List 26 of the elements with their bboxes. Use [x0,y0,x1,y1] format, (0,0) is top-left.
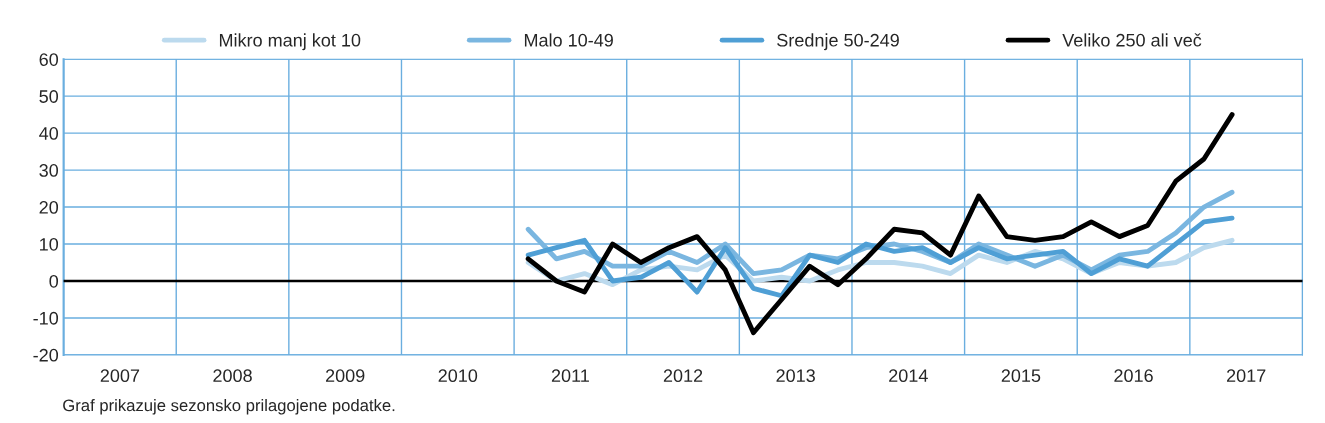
legend-label: Veliko 250 ali več [1062,33,1202,47]
y-tick-label: -20 [33,348,59,362]
x-tick-label: 2009 [325,369,365,383]
y-tick-label: 30 [39,164,59,177]
x-tick-label: 2015 [1001,369,1041,383]
legend-label: Malo 10-49 [524,33,613,47]
x-tick-label: 2014 [889,369,928,383]
x-tick-label: 2007 [100,369,140,383]
y-tick-label: 40 [39,127,59,140]
x-tick-label: 2016 [1114,369,1153,383]
x-tick-label: 2011 [551,369,589,383]
x-tick-label: 2012 [663,369,703,383]
x-tick-label: 2008 [213,369,252,383]
legend-label: Srednje 50-249 [777,33,899,51]
x-tick-label: 2017 [1226,369,1266,383]
text: Graf prikazuje sezonsko prilagojene podatke. [63,399,395,415]
legend-label: Mikro manj kot 10 [219,33,361,51]
y-tick-label: 50 [39,90,59,103]
line-series [525,215,1235,299]
y-tick-label: 0 [49,274,59,288]
y-tick-label: -10 [33,311,59,325]
x-tick-label: 2013 [776,369,815,383]
x-tick-label: 2010 [438,369,478,383]
y-tick-label: 10 [40,237,59,251]
y-tick-label: 60 [39,53,59,66]
y-tick-label: 20 [39,200,59,214]
